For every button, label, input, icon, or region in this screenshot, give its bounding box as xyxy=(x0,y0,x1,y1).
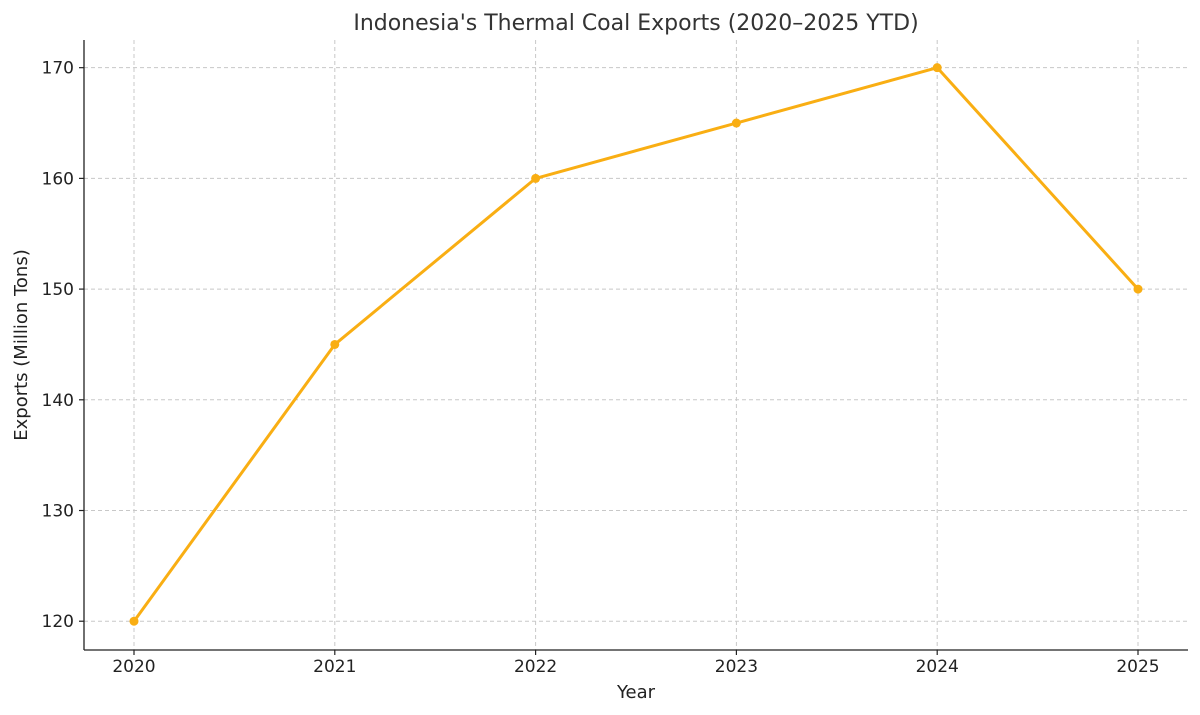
axes xyxy=(83,40,1188,651)
x-ticks: 2020 2021 2022 2023 2024 2025 xyxy=(112,650,1160,677)
y-tick-label: 120 xyxy=(42,612,74,632)
data-point xyxy=(531,173,541,183)
series-line xyxy=(132,66,1140,623)
y-tick-label: 140 xyxy=(42,391,74,411)
series xyxy=(129,63,1143,626)
x-tick-label: 2023 xyxy=(715,657,758,677)
x-tick-label: 2025 xyxy=(1116,657,1159,677)
y-tick-label: 160 xyxy=(42,169,74,189)
data-point xyxy=(932,63,942,73)
chart-title: Indonesia's Thermal Coal Exports (2020–2… xyxy=(353,11,918,36)
y-tick-label: 150 xyxy=(42,280,74,300)
x-tick-label: 2020 xyxy=(112,657,155,677)
grid xyxy=(84,40,1188,650)
data-point xyxy=(129,616,139,626)
x-axis-label: Year xyxy=(616,682,656,703)
y-ticks: 120 130 140 150 160 170 xyxy=(42,59,84,632)
y-tick-label: 130 xyxy=(42,502,74,522)
x-tick-label: 2022 xyxy=(514,657,557,677)
data-point xyxy=(330,339,340,349)
y-tick-label: 170 xyxy=(42,59,74,79)
x-tick-label: 2021 xyxy=(313,657,356,677)
data-point xyxy=(731,118,741,128)
data-point xyxy=(1133,284,1143,294)
x-tick-label: 2024 xyxy=(916,657,959,677)
y-axis-label: Exports (Million Tons) xyxy=(11,249,32,440)
